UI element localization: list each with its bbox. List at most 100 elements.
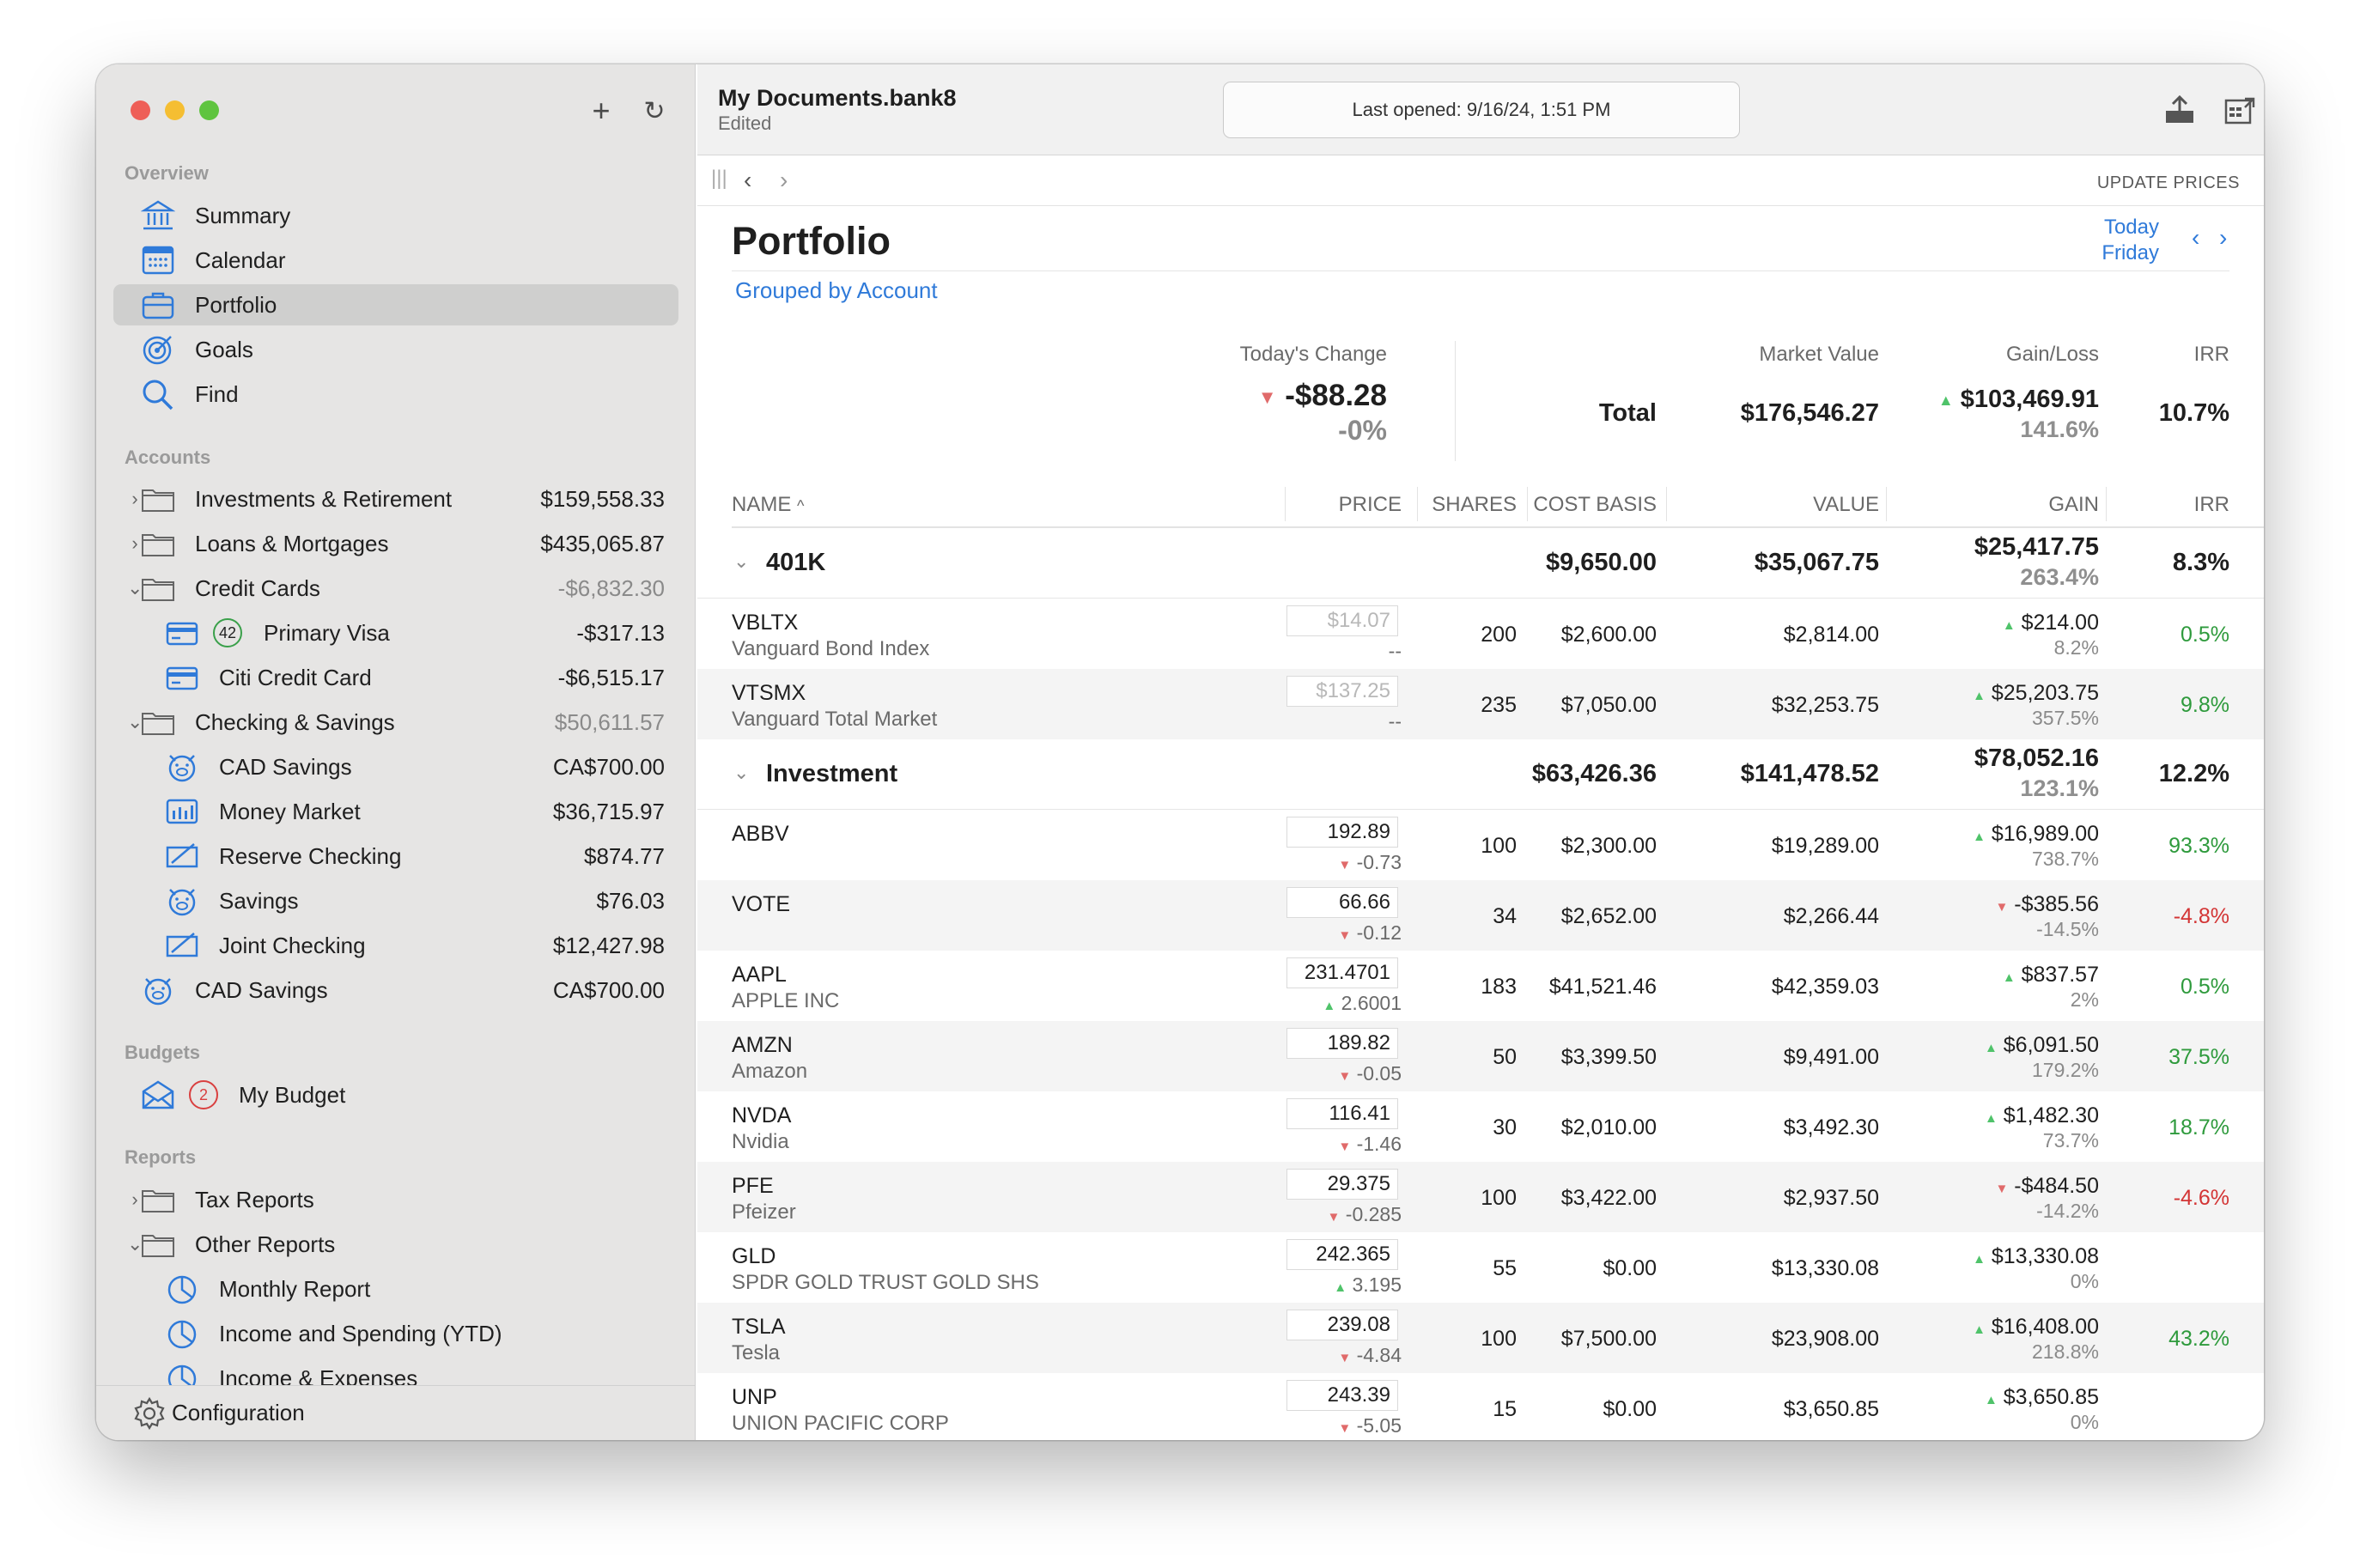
sidebar-item-reserve-checking[interactable]: Reserve Checking $874.77	[113, 836, 678, 877]
group-gain-percent: 263.4%	[2020, 564, 2099, 590]
account-balance: -$6,832.30	[557, 574, 665, 601]
sidebar-item-monthly-report[interactable]: Monthly Report	[113, 1268, 678, 1310]
price-change: ▼ -0.285	[1328, 1203, 1402, 1226]
holding-row-abbv[interactable]: ABBV 192.89 ▼ -0.73 100 $2,300.00 $19,289.00 ▲…	[697, 810, 2264, 880]
price-field[interactable]: 243.39	[1286, 1380, 1398, 1411]
forward-icon[interactable]: ›	[780, 167, 788, 193]
sidebar-item-calendar[interactable]: Calendar	[113, 240, 678, 281]
holding-row-nvda[interactable]: NVDA Nvidia 116.41 ▼ -1.46 30 $2,010.00 $3,492…	[697, 1091, 2264, 1162]
export-icon[interactable]	[2223, 94, 2257, 126]
sidebar-item-tax-reports[interactable]: › Tax Reports	[113, 1179, 678, 1220]
holding-row-amzn[interactable]: AMZN Amazon 189.82 ▼ -0.05 50 $3,399.50 $9,491…	[697, 1021, 2264, 1091]
sidebar-item-money-market[interactable]: Money Market $36,715.97	[113, 791, 678, 832]
price-change: ▼ -0.05	[1338, 1062, 1402, 1085]
sidebar-item-loans-mortgages[interactable]: › Loans & Mortgages $435,065.87	[113, 523, 678, 564]
sidebar-item-primary-visa[interactable]: 42 Primary Visa -$317.13	[113, 612, 678, 653]
price-change-amount: -0.12	[1356, 921, 1402, 944]
navigation-bar: ||| ‹ › UPDATE PRICES	[697, 156, 2264, 206]
group-row-401k[interactable]: ⌄ 401K $9,650.00 $35,067.75 $25,417.75 2…	[697, 528, 2264, 599]
sidebar-item-portfolio[interactable]: Portfolio	[113, 284, 678, 325]
price-field[interactable]: $14.07	[1286, 605, 1398, 636]
price-field[interactable]: $137.25	[1286, 676, 1398, 707]
price-field[interactable]: 29.375	[1286, 1169, 1398, 1200]
gain: ▼ -$484.50	[1995, 1174, 2099, 1199]
drag-handle-icon[interactable]: |||	[711, 167, 727, 190]
price-field[interactable]: 242.365	[1286, 1239, 1398, 1270]
sidebar-item-checking-savings[interactable]: ⌄ Checking & Savings $50,611.57	[113, 702, 678, 743]
sidebar-item-cad-savings[interactable]: CAD Savings CA$700.00	[113, 746, 678, 787]
sidebar-item-other-reports[interactable]: ⌄ Other Reports	[113, 1224, 678, 1265]
sidebar-item-summary[interactable]: Summary	[113, 195, 678, 236]
prev-date-icon[interactable]: ‹	[2192, 224, 2200, 251]
column-header-price[interactable]: PRICE	[1338, 493, 1402, 516]
group-row-investment[interactable]: ⌄ Investment $63,426.36 $141,478.52 $78,…	[697, 739, 2264, 810]
sidebar-item-savings[interactable]: Savings $76.03	[113, 880, 678, 921]
price-field[interactable]: 116.41	[1286, 1098, 1398, 1129]
irr: -4.6%	[2173, 1186, 2229, 1210]
date-day-label[interactable]: Friday	[2101, 241, 2159, 264]
bank-icon	[139, 198, 177, 233]
holding-row-aapl[interactable]: AAPL APPLE INC 231.4701 ▲ 2.6001 183 $41,521.…	[697, 951, 2264, 1021]
sidebar-item-find[interactable]: Find	[113, 374, 678, 415]
price-field[interactable]: 239.08	[1286, 1310, 1398, 1340]
column-header-irr[interactable]: IRR	[2193, 493, 2229, 516]
sidebar-item-investments-retirement[interactable]: › Investments & Retirement $159,558.33	[113, 478, 678, 520]
update-prices-button[interactable]: UPDATE PRICES	[2096, 173, 2240, 192]
holding-row-vbltx[interactable]: VBLTX Vanguard Bond Index $14.07 -- 200 …	[697, 599, 2264, 669]
holding-row-vote[interactable]: VOTE 66.66 ▼ -0.12 34 $2,652.00 $2,266.44 ▼ -$…	[697, 880, 2264, 951]
share-icon[interactable]	[2162, 94, 2197, 126]
column-header-value[interactable]: VALUE	[1813, 493, 1879, 516]
chevron-down-icon[interactable]: ⌄	[127, 711, 143, 732]
holding-row-unp[interactable]: UNP UNION PACIFIC CORP 243.39 ▼ -5.05 15 $0.0…	[697, 1373, 2264, 1440]
next-date-icon[interactable]: ›	[2219, 224, 2228, 251]
chevron-right-icon[interactable]: ›	[131, 1188, 138, 1210]
holding-name: Vanguard Total Market	[732, 708, 938, 731]
holding-row-vtsmx[interactable]: VTSMX Vanguard Total Market $137.25 -- 2…	[697, 669, 2264, 739]
sidebar-item-credit-cards[interactable]: ⌄ Credit Cards -$6,832.30	[113, 568, 678, 609]
back-icon[interactable]: ‹	[744, 167, 752, 193]
header-divider	[732, 270, 2229, 271]
gain-loss-label: Gain/Loss	[2005, 343, 2099, 366]
holding-row-gld[interactable]: GLD SPDR GOLD TRUST GOLD SHS 242.365 ▲ 3.19…	[697, 1232, 2264, 1303]
price-field[interactable]: 192.89	[1286, 817, 1398, 848]
holding-name: UNION PACIFIC CORP	[732, 1412, 949, 1435]
refresh-icon[interactable]: ↻	[643, 96, 666, 125]
sidebar-item-joint-checking[interactable]: Joint Checking $12,427.98	[113, 925, 678, 966]
holding-row-pfe[interactable]: PFE Pfeizer 29.375 ▼ -0.285 100 $3,422.00 $2,9…	[697, 1162, 2264, 1232]
column-header-gain[interactable]: GAIN	[2048, 493, 2099, 516]
column-header-shares[interactable]: SHARES	[1432, 493, 1517, 516]
zoom-window-button[interactable]	[199, 100, 219, 120]
price-change-amount: 2.6001	[1341, 992, 1402, 1014]
market-value: $13,330.08	[1771, 1256, 1879, 1280]
todays-change-value: ▼ -$88.28	[1258, 379, 1387, 413]
sidebar-item-label: Checking & Savings	[195, 708, 395, 735]
grouping-selector[interactable]: Grouped by Account	[735, 277, 938, 303]
sidebar-item-my-budget[interactable]: 2 My Budget	[113, 1074, 678, 1115]
chevron-down-icon[interactable]: ⌄	[127, 1233, 143, 1255]
date-today-link[interactable]: Today	[2103, 216, 2159, 239]
sidebar-item-income-spending-ytd[interactable]: Income and Spending (YTD)	[113, 1313, 678, 1354]
up-arrow-icon: ▲	[2002, 618, 2016, 633]
gain-percent: 738.7%	[2031, 848, 2099, 870]
chevron-right-icon[interactable]: ›	[131, 488, 138, 509]
column-header-name[interactable]: NAME ^	[732, 493, 804, 517]
column-header-cost-basis[interactable]: COST BASIS	[1533, 493, 1657, 516]
price-field[interactable]: 189.82	[1286, 1028, 1398, 1059]
last-opened-field[interactable]: Last opened: 9/16/24, 1:51 PM	[1223, 82, 1740, 138]
add-icon[interactable]: +	[592, 93, 611, 128]
holding-row-tsla[interactable]: TSLA Tesla 239.08 ▼ -4.84 100 $7,500.00 $23,90…	[697, 1303, 2264, 1373]
close-window-button[interactable]	[131, 100, 150, 120]
chevron-down-icon[interactable]: ⌄	[733, 550, 750, 572]
sidebar-item-citi-credit-card[interactable]: Citi Credit Card -$6,515.17	[113, 657, 678, 698]
sidebar-item-cad-savings-2[interactable]: CAD Savings CA$700.00	[113, 969, 678, 1011]
chevron-right-icon[interactable]: ›	[131, 532, 138, 554]
minimize-window-button[interactable]	[165, 100, 185, 120]
configuration-footer[interactable]: Configuration	[96, 1385, 695, 1440]
price-field[interactable]: 66.66	[1286, 887, 1398, 918]
sidebar-item-goals[interactable]: Goals	[113, 329, 678, 370]
chevron-down-icon[interactable]: ⌄	[127, 577, 143, 599]
price-field[interactable]: 231.4701	[1286, 957, 1398, 988]
account-balance: CA$700.00	[552, 753, 665, 780]
chevron-down-icon[interactable]: ⌄	[733, 762, 750, 783]
column-separator	[1886, 487, 1887, 521]
